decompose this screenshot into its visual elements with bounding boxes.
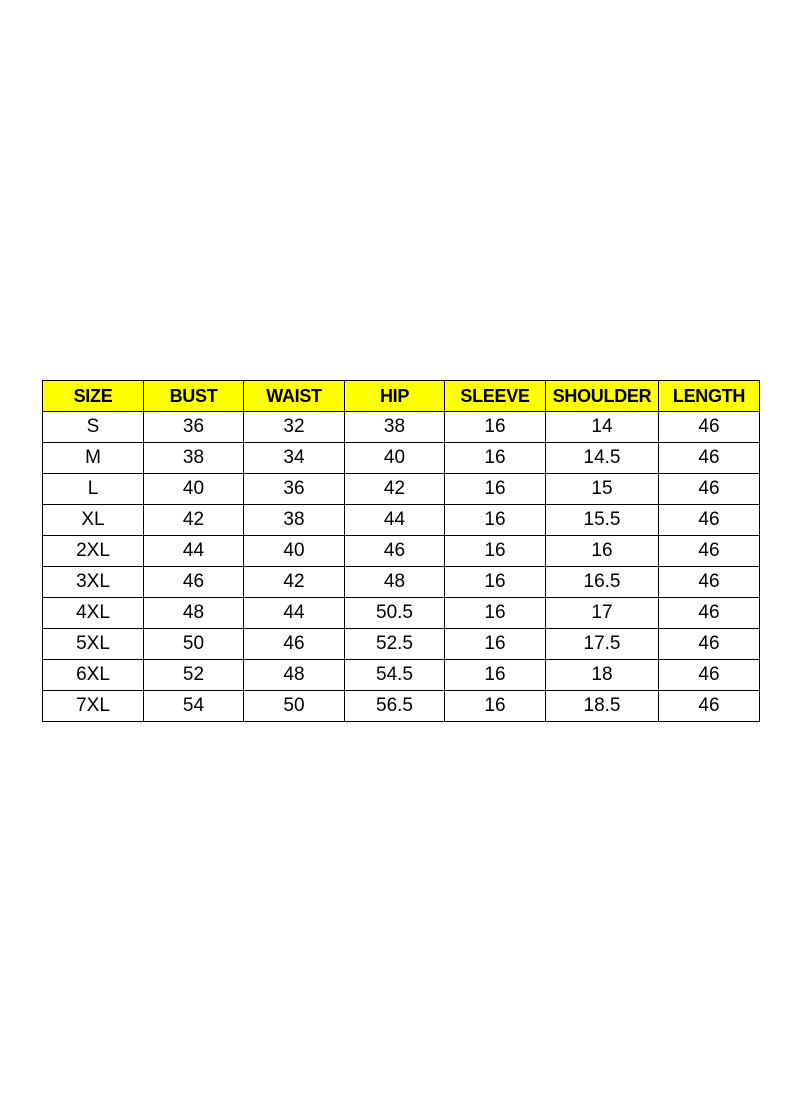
cell-hip: 44 xyxy=(344,504,445,536)
cell-sleeve: 16 xyxy=(444,535,546,567)
cell-hip: 50.5 xyxy=(344,597,445,629)
cell-length: 46 xyxy=(658,442,760,474)
cell-bust: 42 xyxy=(143,504,244,536)
cell-sleeve: 16 xyxy=(444,690,546,722)
table-row: 6XL 52 48 54.5 16 18 46 xyxy=(42,659,760,691)
cell-shoulder: 18.5 xyxy=(545,690,659,722)
cell-hip: 54.5 xyxy=(344,659,445,691)
cell-shoulder: 15 xyxy=(545,473,659,505)
cell-shoulder: 18 xyxy=(545,659,659,691)
cell-waist: 34 xyxy=(243,442,345,474)
column-header-size: SIZE xyxy=(42,380,144,412)
cell-size: 2XL xyxy=(42,535,144,567)
cell-waist: 44 xyxy=(243,597,345,629)
column-header-bust: BUST xyxy=(143,380,244,412)
cell-sleeve: 16 xyxy=(444,504,546,536)
cell-waist: 40 xyxy=(243,535,345,567)
cell-hip: 56.5 xyxy=(344,690,445,722)
table-row: 3XL 46 42 48 16 16.5 46 xyxy=(42,566,760,598)
table-row: 7XL 54 50 56.5 16 18.5 46 xyxy=(42,690,760,722)
cell-size: L xyxy=(42,473,144,505)
cell-size: 6XL xyxy=(42,659,144,691)
cell-length: 46 xyxy=(658,504,760,536)
cell-shoulder: 17.5 xyxy=(545,628,659,660)
cell-hip: 52.5 xyxy=(344,628,445,660)
cell-waist: 36 xyxy=(243,473,345,505)
cell-waist: 42 xyxy=(243,566,345,598)
cell-sleeve: 16 xyxy=(444,411,546,443)
cell-waist: 48 xyxy=(243,659,345,691)
cell-bust: 40 xyxy=(143,473,244,505)
column-header-sleeve: SLEEVE xyxy=(444,380,546,412)
cell-size: 5XL xyxy=(42,628,144,660)
table-row: XL 42 38 44 16 15.5 46 xyxy=(42,504,760,536)
cell-size: M xyxy=(42,442,144,474)
cell-waist: 50 xyxy=(243,690,345,722)
table-row: S 36 32 38 16 14 46 xyxy=(42,411,760,443)
cell-hip: 40 xyxy=(344,442,445,474)
cell-sleeve: 16 xyxy=(444,628,546,660)
cell-sleeve: 16 xyxy=(444,659,546,691)
cell-hip: 38 xyxy=(344,411,445,443)
cell-length: 46 xyxy=(658,535,760,567)
cell-shoulder: 16 xyxy=(545,535,659,567)
cell-sleeve: 16 xyxy=(444,566,546,598)
cell-bust: 44 xyxy=(143,535,244,567)
column-header-hip: HIP xyxy=(344,380,445,412)
cell-size: 4XL xyxy=(42,597,144,629)
cell-shoulder: 14 xyxy=(545,411,659,443)
cell-sleeve: 16 xyxy=(444,473,546,505)
cell-size: XL xyxy=(42,504,144,536)
cell-size: 7XL xyxy=(42,690,144,722)
column-header-length: LENGTH xyxy=(658,380,760,412)
cell-waist: 32 xyxy=(243,411,345,443)
cell-size: 3XL xyxy=(42,566,144,598)
cell-length: 46 xyxy=(658,690,760,722)
column-header-shoulder: SHOULDER xyxy=(545,380,659,412)
cell-length: 46 xyxy=(658,566,760,598)
cell-length: 46 xyxy=(658,628,760,660)
cell-bust: 46 xyxy=(143,566,244,598)
cell-hip: 42 xyxy=(344,473,445,505)
header-row: SIZE BUST WAIST HIP SLEEVE SHOULDER LENGTH xyxy=(42,380,760,412)
cell-waist: 38 xyxy=(243,504,345,536)
cell-hip: 48 xyxy=(344,566,445,598)
cell-shoulder: 15.5 xyxy=(545,504,659,536)
cell-shoulder: 16.5 xyxy=(545,566,659,598)
column-header-waist: WAIST xyxy=(243,380,345,412)
cell-sleeve: 16 xyxy=(444,442,546,474)
table-row: L 40 36 42 16 15 46 xyxy=(42,473,760,505)
cell-size: S xyxy=(42,411,144,443)
cell-bust: 50 xyxy=(143,628,244,660)
cell-length: 46 xyxy=(658,411,760,443)
cell-bust: 54 xyxy=(143,690,244,722)
cell-sleeve: 16 xyxy=(444,597,546,629)
cell-bust: 48 xyxy=(143,597,244,629)
table-row: 5XL 50 46 52.5 16 17.5 46 xyxy=(42,628,760,660)
table-row: 4XL 48 44 50.5 16 17 46 xyxy=(42,597,760,629)
table-row: 2XL 44 40 46 16 16 46 xyxy=(42,535,760,567)
cell-hip: 46 xyxy=(344,535,445,567)
cell-length: 46 xyxy=(658,597,760,629)
cell-bust: 52 xyxy=(143,659,244,691)
size-chart-table: SIZE BUST WAIST HIP SLEEVE SHOULDER LENGTH S 36… xyxy=(42,380,760,722)
cell-shoulder: 14.5 xyxy=(545,442,659,474)
cell-bust: 38 xyxy=(143,442,244,474)
cell-shoulder: 17 xyxy=(545,597,659,629)
cell-length: 46 xyxy=(658,473,760,505)
cell-length: 46 xyxy=(658,659,760,691)
cell-waist: 46 xyxy=(243,628,345,660)
table-row: M 38 34 40 16 14.5 46 xyxy=(42,442,760,474)
cell-bust: 36 xyxy=(143,411,244,443)
